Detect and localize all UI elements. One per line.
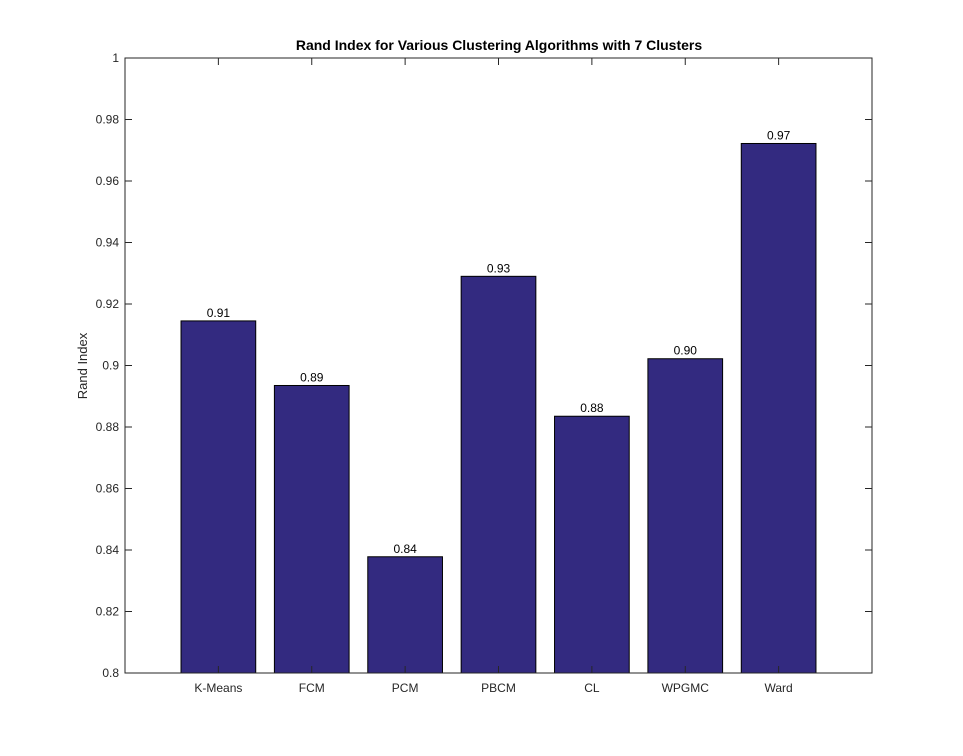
bar (460, 275, 537, 674)
y-tick-label: 0.98 (96, 113, 120, 127)
y-tick-label: 0.92 (96, 297, 120, 311)
bar-data-label: 0.90 (674, 344, 698, 358)
x-tick-label: WPGMC (662, 681, 710, 695)
y-tick-label: 0.86 (96, 482, 120, 496)
bars-group (180, 142, 817, 674)
y-tick-label: 0.8 (102, 666, 119, 680)
bar-data-label: 0.84 (393, 542, 417, 556)
plot-frame (124, 57, 873, 674)
bar-data-label: 0.93 (487, 261, 511, 275)
y-tick-label: 0.88 (96, 420, 120, 434)
x-tick-label: PBCM (481, 681, 516, 695)
x-tick-label: FCM (299, 681, 325, 695)
bar (740, 142, 817, 674)
y-tick-label: 0.9 (102, 359, 119, 373)
bar (180, 320, 257, 674)
y-axis-ticks: 0.8 0.82 0.84 0.86 0.88 0.9 0.92 0.94 0.96 0.98 1 (96, 51, 872, 680)
x-tick-label: PCM (392, 681, 419, 695)
bar-data-label: 0.89 (300, 370, 324, 384)
bar-data-label: 0.97 (767, 128, 791, 142)
y-tick-label: 0.96 (96, 174, 120, 188)
x-tick-label: Ward (765, 681, 793, 695)
x-axis-ticks: K-Means FCM PCM PBCM CL WPGMC Ward (194, 58, 793, 695)
bar (367, 556, 443, 674)
y-tick-label: 0.82 (96, 605, 120, 619)
bar (647, 358, 724, 674)
bar (554, 415, 630, 674)
y-tick-label: 1 (112, 51, 119, 65)
x-tick-label: CL (584, 681, 600, 695)
bar-labels-group: 0.91 0.89 0.84 0.93 0.88 0.90 0.97 (207, 128, 791, 555)
y-tick-label: 0.84 (96, 543, 120, 557)
chart-title: Rand Index for Various Clustering Algori… (296, 37, 703, 53)
bar-data-label: 0.91 (207, 306, 231, 320)
bar-data-label: 0.88 (580, 401, 604, 415)
bar (273, 384, 350, 674)
y-tick-label: 0.94 (96, 236, 120, 250)
y-axis-label: Rand Index (75, 332, 90, 399)
x-tick-label: K-Means (194, 681, 242, 695)
